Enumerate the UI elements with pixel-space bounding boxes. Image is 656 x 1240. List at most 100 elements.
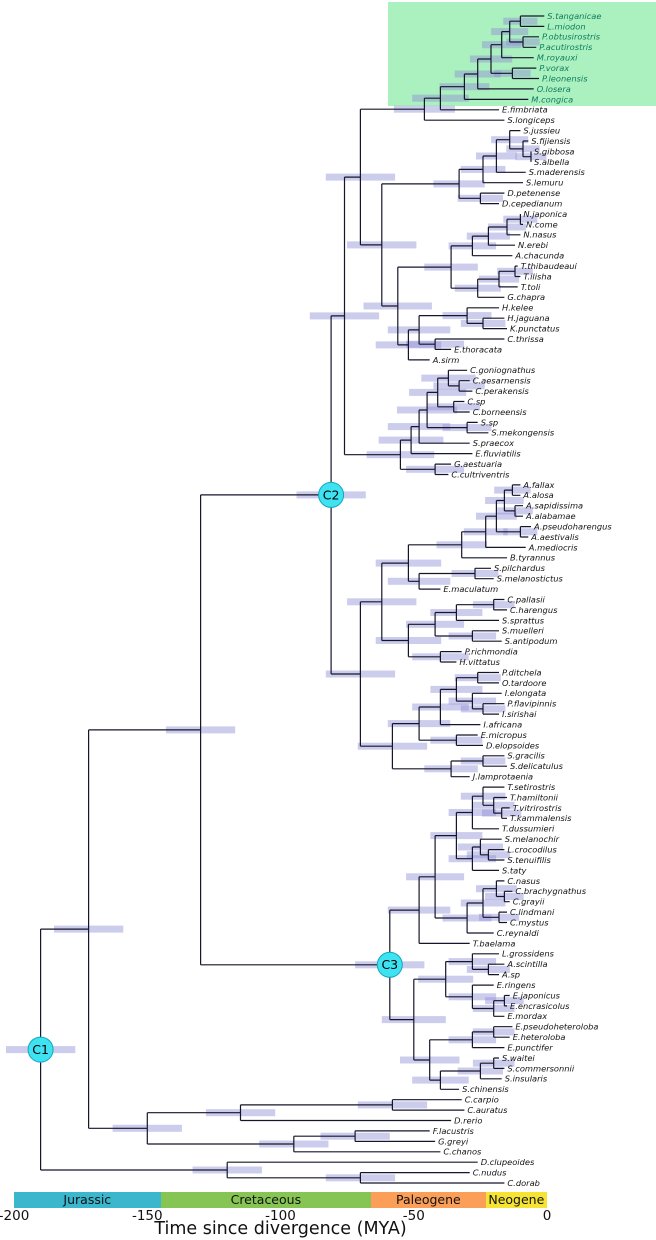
taxon-label: A.mediocris — [528, 542, 579, 552]
axis-title: Time since divergence (MYA) — [154, 1219, 407, 1239]
taxon-label: C.grayii — [513, 897, 545, 907]
taxon-label: S.gracilis — [507, 751, 545, 761]
taxon-label: G.chapra — [507, 292, 545, 302]
clade-label-c3: C3 — [376, 951, 403, 978]
taxon-label: A.alosa — [522, 490, 553, 500]
taxon-label: C.perakensis — [475, 386, 529, 396]
taxon-label: P.richmondia — [465, 647, 518, 657]
taxon-label: D.elopsoides — [486, 740, 540, 750]
taxon-label: C.mystus — [510, 917, 549, 927]
taxon-label: S.melanostictus — [497, 574, 564, 584]
clade-label-c2: C2 — [318, 481, 345, 508]
taxon-label: E.punctifer — [507, 1043, 553, 1053]
taxon-label: J.lamprotaenia — [471, 772, 533, 782]
taxon-label: H.jaguana — [507, 313, 549, 323]
taxon-label: A.chacunda — [514, 251, 564, 261]
axis-tick: -150 — [131, 1208, 163, 1224]
svg-text:C3: C3 — [381, 957, 398, 972]
clade-circle-icon — [318, 481, 345, 508]
taxon-label: A.sp — [501, 970, 520, 980]
taxon-label: C.nudus — [473, 1168, 507, 1178]
geo-period-neogene: Neogene — [485, 1192, 547, 1208]
taxon-label: S.albella — [534, 157, 569, 167]
taxon-label: I.africana — [483, 720, 522, 730]
taxon-label: O.losera — [537, 84, 571, 94]
taxon-label: E.thoracata — [454, 344, 502, 354]
axis-tick: 0 — [542, 1208, 552, 1224]
taxon-label: M.congica — [531, 94, 573, 104]
taxon-label: N.nasus — [523, 230, 557, 240]
clade-circle-icon — [376, 951, 403, 978]
taxon-label: P.vorax — [539, 63, 569, 73]
taxon-label: S.praecox — [473, 438, 514, 448]
taxon-label: S.maderensis — [529, 167, 586, 177]
taxon-label: E.ringens — [497, 980, 536, 990]
taxon-label: I.sirishai — [502, 709, 537, 719]
taxon-label: C.chanos — [443, 1147, 482, 1157]
taxon-label: S.jussieu — [523, 126, 560, 136]
taxon-label: S.sp — [481, 417, 499, 427]
taxon-label: A.pseudoharengus — [533, 522, 612, 532]
taxon-label: P.flavipinnis — [507, 699, 557, 709]
taxon-label: C.goniognathus — [470, 365, 536, 375]
clade-circle-icon — [27, 1036, 54, 1063]
taxon-label: O.tardoore — [502, 678, 547, 688]
taxon-label: T.kammalensis — [510, 813, 572, 823]
taxon-label: H.kelee — [502, 303, 533, 313]
taxon-label: C.lindmani — [510, 907, 555, 917]
taxon-label: D.petenense — [507, 188, 560, 198]
taxon-label: T.dussumieri — [502, 824, 555, 834]
taxon-label: N.japonica — [523, 209, 567, 219]
taxon-label: S.fijiensis — [531, 136, 571, 146]
taxon-label: C.aesarnensis — [473, 376, 532, 386]
taxon-label: C.thrissa — [507, 334, 543, 344]
taxon-label: S.muelleri — [502, 626, 544, 636]
clade-highlight — [388, 2, 656, 106]
taxon-label: H.vittatus — [459, 657, 500, 667]
taxon-label: P.ditchela — [502, 667, 542, 677]
clade-label-c1: C1 — [27, 1036, 54, 1063]
taxon-label: C.carpio — [465, 1095, 499, 1105]
taxon-label: T.ilisha — [523, 271, 551, 281]
taxon-label: I.elongata — [505, 688, 547, 698]
taxon-label: C.reynaldi — [497, 928, 540, 938]
taxon-label: C.auratus — [467, 1105, 508, 1115]
taxon-label: E.fluviatilis — [475, 449, 521, 459]
taxon-label: E.mordax — [507, 1011, 547, 1021]
taxon-label: E.fimbriata — [502, 105, 548, 115]
taxon-label: C.borneensis — [473, 407, 528, 417]
taxon-label: S.tanganicae — [547, 11, 601, 21]
taxon-label: S.antipodum — [505, 636, 558, 646]
taxon-label: S.chinensis — [462, 1084, 509, 1094]
geologic-timescale-bar: Jurassic Cretaceous Paleogene Neogene — [0, 1192, 656, 1208]
taxon-label: E.maculatum — [443, 584, 498, 594]
taxon-label: S.gibbosa — [534, 146, 575, 156]
taxon-label: N.erebi — [518, 240, 549, 250]
taxon-label: C.cultriventris — [451, 469, 510, 479]
taxon-label: S.mekongensis — [491, 428, 554, 438]
taxon-label: G.aestuaria — [454, 459, 502, 469]
taxon-label: C.sp — [467, 396, 485, 406]
taxon-label: S.commersonnii — [507, 1063, 574, 1073]
geo-period-jurassic: Jurassic — [14, 1192, 161, 1208]
taxon-label: A.fallax — [522, 480, 554, 490]
axis-tick: -200 — [0, 1208, 30, 1224]
tip-labels: S.tanganicaeL.miodonP.obtusirostrisP.acu… — [432, 11, 613, 1188]
taxon-label: P.leonensis — [542, 73, 588, 83]
taxon-label: P.acutirostris — [539, 42, 593, 52]
axis-tick: -100 — [265, 1208, 296, 1224]
taxon-label: L.crocodilus — [507, 845, 557, 855]
taxon-label: S.taty — [502, 865, 526, 875]
geo-period-paleogene: Paleogene — [371, 1192, 486, 1208]
taxon-label: P.obtusirostris — [542, 32, 601, 42]
taxon-label: S.delicatulus — [510, 761, 564, 771]
taxon-label: E.heteroloba — [513, 1032, 566, 1042]
taxon-label: S.lemuru — [526, 178, 563, 188]
taxon-label: S.pilchardus — [494, 563, 546, 573]
taxon-label: M.royauxi — [537, 53, 578, 63]
axis-tick-row: -200 -150 -100 -50 0 — [0, 1208, 656, 1224]
taxon-label: C.harengus — [510, 605, 558, 615]
taxon-label: S.longiceps — [507, 115, 555, 125]
taxon-label: G.greyi — [438, 1136, 469, 1146]
